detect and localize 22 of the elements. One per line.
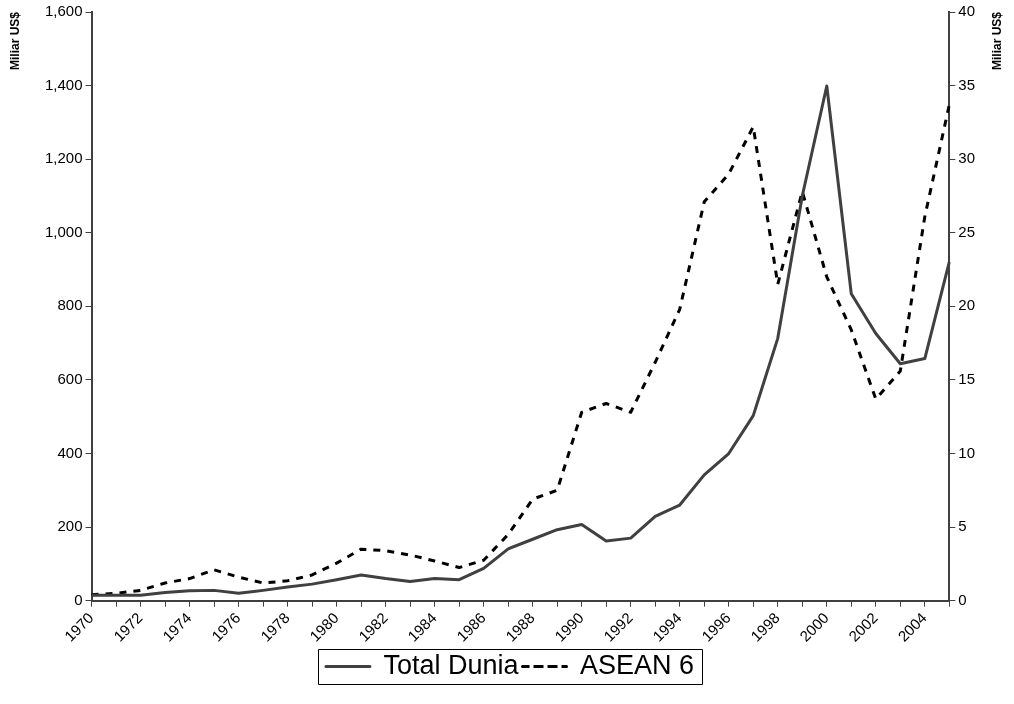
y-tick-label: 0 [74,590,83,608]
y-tick-label: 1,200 [44,149,83,167]
y2-tick-label: 0 [958,590,967,608]
y-tick-label: 1,000 [44,222,83,240]
legend-label: Total Dunia [383,649,520,680]
y2-tick-label: 20 [958,296,975,314]
y2-tick-label: 10 [958,443,975,461]
y2-tick-label: 30 [958,149,975,167]
legend-label: ASEAN 6 [580,649,695,680]
y2-tick-label: 25 [958,222,975,240]
y2-tick-label: 5 [958,517,967,535]
y2-axis-title: Miliar US$ [990,11,1005,71]
y-tick-label: 1,600 [44,2,83,20]
y-tick-label: 1,400 [44,75,83,93]
y-tick-label: 600 [57,370,83,388]
y-axis-title: Miliar US$ [8,11,23,71]
y-tick-label: 800 [57,296,83,314]
y2-tick-label: 15 [958,370,975,388]
y2-tick-label: 35 [958,75,975,93]
y-tick-label: 200 [57,517,83,535]
y-tick-label: 400 [57,443,83,461]
y2-tick-label: 40 [958,2,975,20]
